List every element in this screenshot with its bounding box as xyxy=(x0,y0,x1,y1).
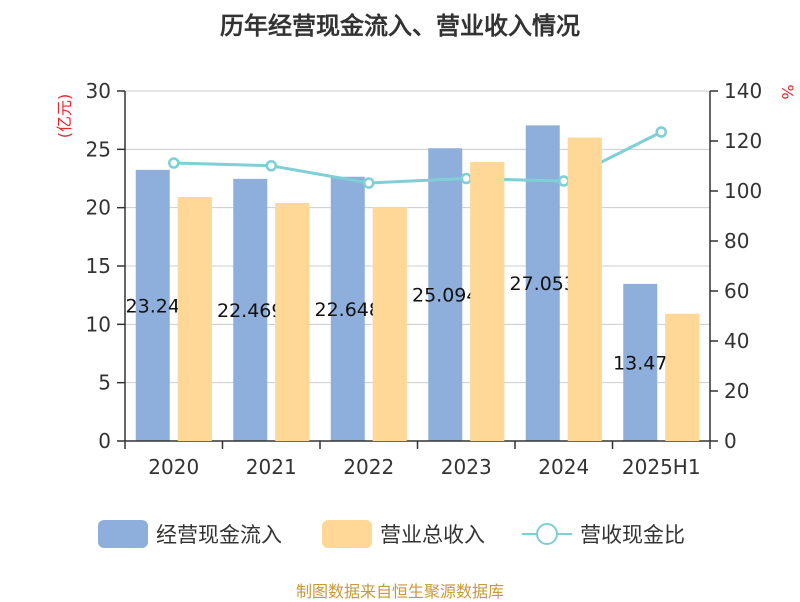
right-axis-tick-label: 40 xyxy=(724,329,749,353)
bar-cash-inflow xyxy=(428,148,463,441)
data-label-cash-inflow: 23.24 xyxy=(126,295,180,317)
left-axis-tick-label: 10 xyxy=(86,312,111,336)
bar-revenue-overlay xyxy=(665,313,700,441)
bar-revenue-overlay xyxy=(470,162,505,441)
legend-line-marker-icon xyxy=(522,520,572,548)
bar-revenue-overlay xyxy=(372,207,407,441)
source-note: 制图数据来自恒生聚源数据库 xyxy=(295,582,504,601)
line-point-cash-ratio xyxy=(363,177,375,189)
line-point-cash-ratio xyxy=(265,160,277,172)
data-label-cash-inflow: 27.053 xyxy=(510,273,576,295)
right-axis-unit: % xyxy=(778,84,797,99)
x-axis-tick-label: 2021 xyxy=(246,455,297,479)
left-axis-tick-label: 30 xyxy=(86,79,111,103)
left-axis-tick-label: 5 xyxy=(98,371,111,395)
right-axis-tick-label: 100 xyxy=(724,179,762,203)
bar-revenue-overlay xyxy=(567,137,602,441)
x-axis-tick-label: 2022 xyxy=(343,455,394,479)
right-axis-tick-label: 140 xyxy=(724,79,762,103)
legend-item-cash-inflow[interactable]: 经营现金流入 xyxy=(98,514,282,554)
x-axis-tick-label: 2024 xyxy=(538,455,589,479)
line-point-cash-ratio xyxy=(655,126,667,138)
bar-cash-inflow xyxy=(233,178,268,441)
legend-swatch-revenue xyxy=(322,520,372,548)
right-axis-tick-label: 0 xyxy=(724,429,737,453)
x-axis-tick-label: 2023 xyxy=(441,455,492,479)
right-axis-tick-label: 60 xyxy=(724,279,749,303)
x-axis-tick-label: 2025H1 xyxy=(622,455,701,479)
data-labels: 23.24 22.469 22.648 25.094 27.053 13.47 xyxy=(126,137,700,441)
line-point-cash-ratio xyxy=(558,175,570,187)
chart-title: 历年经营现金流入、营业收入情况 xyxy=(220,12,580,40)
left-axis-tick-label: 20 xyxy=(86,196,111,220)
left-axis-unit: (亿元) xyxy=(55,94,74,139)
bar-cash-inflow xyxy=(623,283,658,441)
left-axis-tick-label: 15 xyxy=(86,254,111,278)
axes: 0 5 10 15 20 25 30 0 20 40 60 80 100 120 140 2020 2021 20… xyxy=(86,79,763,479)
right-axis-tick-label: 120 xyxy=(724,129,762,153)
line-point-cash-ratio xyxy=(460,172,472,185)
bar-revenue-overlay xyxy=(275,203,310,441)
data-label-cash-inflow: 25.094 xyxy=(412,285,478,307)
left-axis-tick-label: 25 xyxy=(86,137,111,161)
bar-cash-inflow xyxy=(135,169,170,441)
bar-cash-inflow xyxy=(525,125,560,442)
legend-swatch-cash-inflow xyxy=(98,520,148,548)
legend-item-cash-ratio[interactable]: 营收现金比 xyxy=(522,514,685,554)
bar-revenue-overlay xyxy=(177,197,212,441)
data-label-cash-inflow: 22.648 xyxy=(315,299,381,321)
grid-lines xyxy=(125,90,710,384)
right-axis-tick-label: 20 xyxy=(724,379,749,403)
data-label-cash-inflow: 22.469 xyxy=(217,300,283,322)
legend-label-cash-ratio: 营收现金比 xyxy=(580,523,685,547)
right-axis-tick-label: 80 xyxy=(724,229,749,253)
x-axis-tick-label: 2020 xyxy=(148,455,199,479)
legend-label-revenue: 营业总收入 xyxy=(380,523,485,547)
legend: 经营现金流入 营业总收入 营收现金比 xyxy=(0,514,800,554)
left-axis-tick-label: 0 xyxy=(98,429,111,453)
line-point-cash-ratio xyxy=(168,157,180,169)
bar-cash-inflow xyxy=(330,176,365,442)
data-label-cash-inflow: 13.47 xyxy=(613,352,667,374)
bar-series xyxy=(135,125,700,442)
legend-label-cash-inflow: 经营现金流入 xyxy=(156,523,282,547)
legend-item-revenue[interactable]: 营业总收入 xyxy=(322,514,485,554)
